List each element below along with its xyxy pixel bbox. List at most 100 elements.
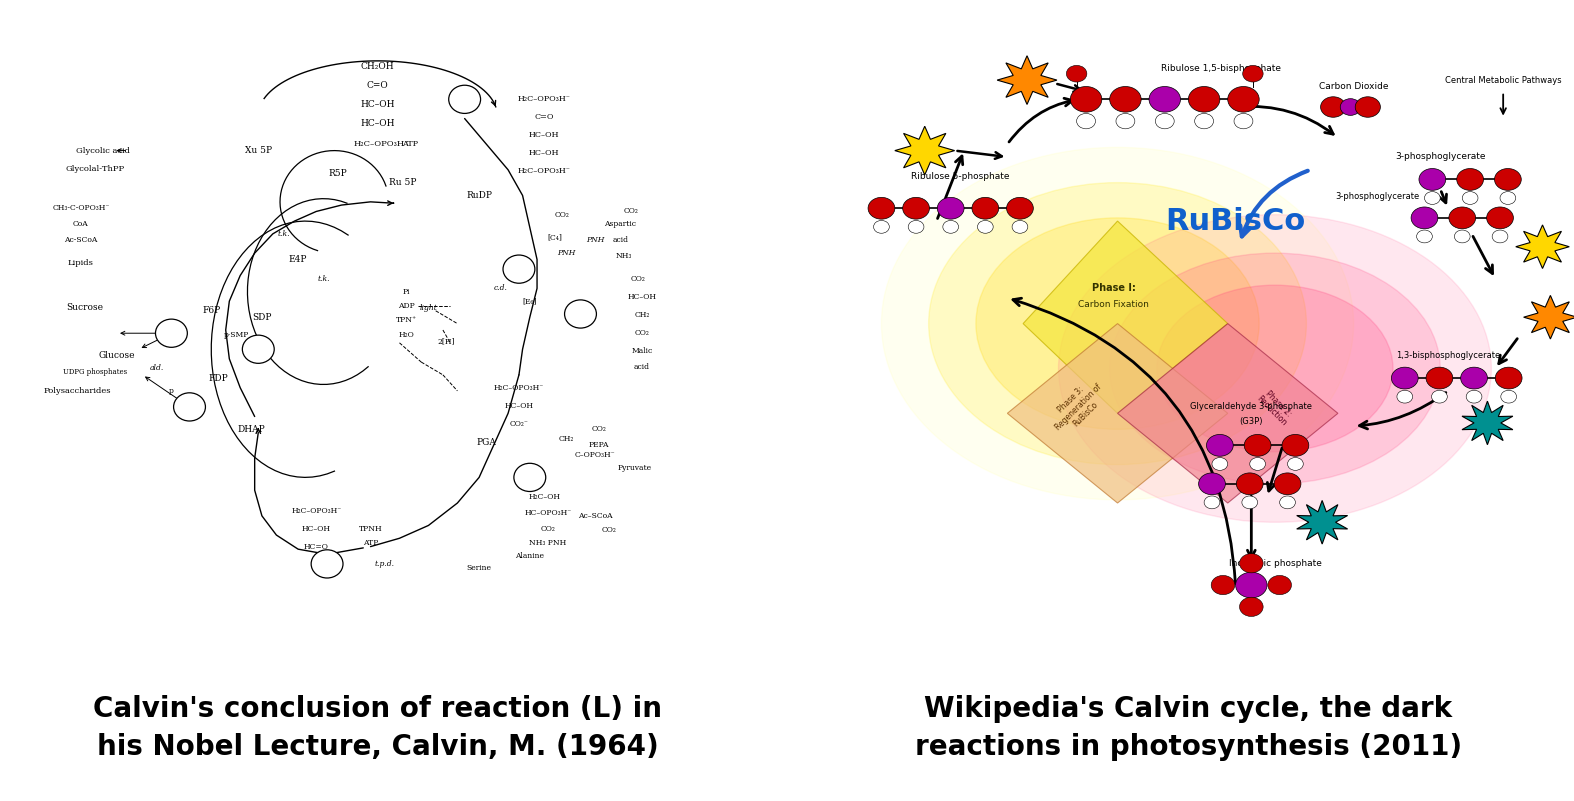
Text: E4P: E4P bbox=[290, 255, 307, 264]
Polygon shape bbox=[1524, 296, 1574, 339]
Circle shape bbox=[1269, 575, 1292, 594]
Circle shape bbox=[1495, 367, 1522, 389]
Circle shape bbox=[1240, 553, 1264, 573]
Text: PNH: PNH bbox=[586, 236, 604, 244]
Polygon shape bbox=[1007, 324, 1228, 503]
Text: NH₃: NH₃ bbox=[615, 252, 633, 260]
Circle shape bbox=[1250, 457, 1265, 470]
Text: 3: 3 bbox=[255, 345, 261, 353]
Text: H₂C–OPO₃H⁻: H₂C–OPO₃H⁻ bbox=[518, 95, 571, 103]
Text: Wikipedia's Calvin cycle, the dark: Wikipedia's Calvin cycle, the dark bbox=[924, 695, 1453, 723]
Text: NADP+: NADP+ bbox=[1308, 519, 1336, 525]
Text: TPN⁺: TPN⁺ bbox=[397, 316, 417, 324]
Text: acid: acid bbox=[634, 363, 650, 371]
Circle shape bbox=[1288, 457, 1303, 470]
Circle shape bbox=[1188, 87, 1220, 112]
Polygon shape bbox=[1297, 501, 1347, 544]
Circle shape bbox=[1492, 230, 1508, 243]
Text: ADP: ADP bbox=[398, 302, 416, 310]
Text: Ru 5P: Ru 5P bbox=[389, 178, 417, 187]
Circle shape bbox=[1321, 97, 1346, 117]
Text: CH₂: CH₂ bbox=[559, 435, 573, 443]
Circle shape bbox=[1149, 87, 1180, 112]
Circle shape bbox=[1070, 87, 1102, 112]
Circle shape bbox=[1280, 496, 1295, 509]
Text: HC–OH: HC–OH bbox=[529, 149, 559, 157]
Text: CH₂: CH₂ bbox=[634, 311, 650, 319]
Text: NH₃ PNH: NH₃ PNH bbox=[529, 539, 567, 547]
Circle shape bbox=[1426, 367, 1453, 389]
Ellipse shape bbox=[1110, 253, 1440, 484]
Text: CO₂: CO₂ bbox=[592, 425, 606, 433]
Text: RuBisCo: RuBisCo bbox=[1165, 207, 1306, 235]
Text: C=O: C=O bbox=[367, 81, 389, 90]
Text: HC–OH: HC–OH bbox=[360, 100, 395, 109]
Text: TPNH: TPNH bbox=[359, 525, 382, 533]
Circle shape bbox=[1240, 598, 1264, 617]
Circle shape bbox=[1207, 434, 1232, 457]
Text: (G3P): (G3P) bbox=[1240, 417, 1262, 425]
Circle shape bbox=[1500, 191, 1516, 204]
Circle shape bbox=[312, 549, 343, 578]
Text: UDPG phosphates: UDPG phosphates bbox=[63, 368, 127, 376]
Polygon shape bbox=[1516, 225, 1569, 268]
Circle shape bbox=[973, 197, 999, 219]
Circle shape bbox=[1212, 457, 1228, 470]
Text: Pi: Pi bbox=[403, 288, 411, 296]
Text: RuDP: RuDP bbox=[466, 191, 493, 200]
Circle shape bbox=[1355, 97, 1380, 117]
Circle shape bbox=[1195, 114, 1214, 129]
Text: Carbon Dioxide: Carbon Dioxide bbox=[1319, 82, 1388, 91]
Text: H₂C–OH: H₂C–OH bbox=[529, 493, 560, 501]
Text: [C₄]: [C₄] bbox=[548, 233, 562, 241]
Text: Lipids: Lipids bbox=[68, 259, 94, 267]
Text: Alanine: Alanine bbox=[515, 552, 545, 560]
Text: 2[H]: 2[H] bbox=[438, 337, 455, 345]
Text: HC–OH: HC–OH bbox=[504, 401, 534, 409]
Text: H₂C–OPO₃H⁻: H₂C–OPO₃H⁻ bbox=[291, 507, 342, 515]
Circle shape bbox=[1412, 207, 1439, 229]
Circle shape bbox=[1502, 390, 1517, 403]
Text: 2: 2 bbox=[324, 560, 329, 568]
Text: CO₂: CO₂ bbox=[601, 526, 617, 534]
Text: NADPH: NADPH bbox=[1472, 418, 1503, 428]
Circle shape bbox=[1007, 197, 1034, 219]
Text: H₂C–OPO₃H⁻: H₂C–OPO₃H⁻ bbox=[494, 384, 545, 392]
Circle shape bbox=[874, 220, 889, 233]
Text: c.d.: c.d. bbox=[494, 284, 508, 292]
Circle shape bbox=[565, 300, 597, 328]
Text: HC–OPO₃H⁻: HC–OPO₃H⁻ bbox=[524, 509, 571, 517]
Circle shape bbox=[1391, 367, 1418, 389]
Text: Phase 2:
Reduction: Phase 2: Reduction bbox=[1254, 386, 1295, 428]
Text: his Nobel Lecture, Calvin, M. (1964): his Nobel Lecture, Calvin, M. (1964) bbox=[98, 733, 658, 760]
Text: Pyruvate: Pyruvate bbox=[617, 464, 652, 472]
Text: 6: 6 bbox=[578, 310, 582, 318]
Text: Ribulose 5-phosphate: Ribulose 5-phosphate bbox=[911, 171, 1009, 181]
Circle shape bbox=[1228, 87, 1259, 112]
Circle shape bbox=[1458, 168, 1483, 191]
Text: 3: 3 bbox=[168, 329, 175, 337]
Circle shape bbox=[903, 197, 930, 219]
Circle shape bbox=[1341, 99, 1360, 115]
Text: Calvin's conclusion of reaction (L) in: Calvin's conclusion of reaction (L) in bbox=[93, 695, 663, 723]
Circle shape bbox=[1237, 473, 1262, 495]
Text: Glyceraldehyde 3-phosphate: Glyceraldehyde 3-phosphate bbox=[1190, 402, 1313, 412]
Text: 1: 1 bbox=[516, 265, 521, 273]
Circle shape bbox=[1234, 114, 1253, 129]
Text: HC–OH: HC–OH bbox=[360, 119, 395, 128]
Ellipse shape bbox=[881, 147, 1354, 500]
Circle shape bbox=[1432, 390, 1448, 403]
Circle shape bbox=[1245, 434, 1272, 457]
Circle shape bbox=[1454, 230, 1470, 243]
Circle shape bbox=[449, 85, 480, 114]
Circle shape bbox=[869, 197, 896, 219]
Circle shape bbox=[1495, 168, 1520, 191]
Text: Glucose: Glucose bbox=[99, 351, 135, 360]
Circle shape bbox=[1204, 496, 1220, 509]
Circle shape bbox=[977, 220, 993, 233]
Text: Serine: Serine bbox=[466, 565, 491, 573]
Text: ATP: ATP bbox=[364, 539, 378, 547]
Text: CH₂OH: CH₂OH bbox=[360, 62, 395, 70]
Text: Carbon Fixation: Carbon Fixation bbox=[1078, 300, 1149, 309]
Text: Glycolal-ThPP: Glycolal-ThPP bbox=[66, 164, 124, 172]
